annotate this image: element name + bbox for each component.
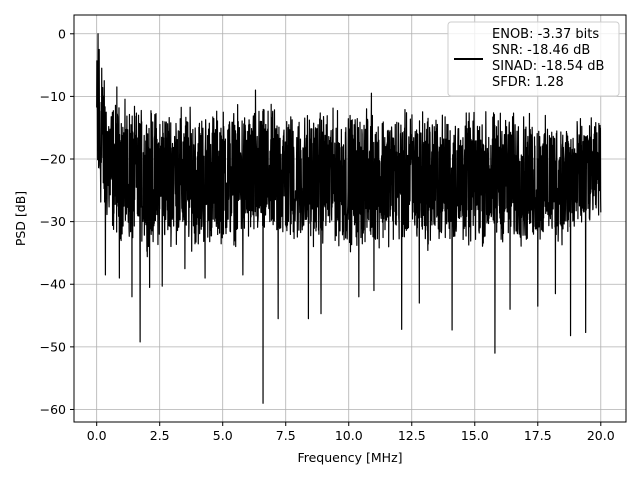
y-tick-label: −10	[40, 89, 66, 104]
legend: ENOB: -3.37 bits SNR: -18.46 dB SINAD: -…	[447, 21, 620, 97]
y-axis-ticks: 0 −10 −20 −30 −40 −50 −60	[40, 26, 74, 417]
y-tick-label: −50	[40, 339, 66, 354]
legend-snr: SNR: -18.46 dB	[492, 43, 590, 58]
x-axis-ticks: 0.0 2.5 5.0 7.5 10.0 12.5 15.0 17.5 20.0	[87, 422, 615, 443]
x-axis-label: Frequency [MHz]	[297, 450, 402, 465]
y-tick-label: −30	[40, 214, 66, 229]
y-tick-label: −40	[40, 277, 66, 292]
psd-series-line	[96, 33, 602, 404]
x-tick-label: 15.0	[461, 428, 489, 443]
x-tick-label: 20.0	[587, 428, 615, 443]
x-tick-label: 12.5	[398, 428, 426, 443]
x-tick-label: 7.5	[276, 428, 296, 443]
y-tick-label: −20	[40, 152, 66, 167]
x-tick-label: 17.5	[524, 428, 552, 443]
x-tick-label: 2.5	[150, 428, 170, 443]
psd-trace	[96, 33, 602, 404]
legend-sinad: SINAD: -18.54 dB	[492, 59, 604, 74]
y-axis-label: PSD [dB]	[13, 191, 28, 246]
legend-box	[447, 21, 620, 97]
legend-enob: ENOB: -3.37 bits	[492, 27, 599, 42]
plot-frame	[73, 14, 627, 423]
legend-sfdr: SFDR: 1.28	[492, 75, 564, 90]
x-tick-label: 5.0	[213, 428, 233, 443]
x-tick-label: 10.0	[335, 428, 363, 443]
y-tick-label: 0	[58, 26, 66, 41]
y-tick-label: −60	[40, 402, 66, 417]
x-tick-label: 0.0	[87, 428, 107, 443]
